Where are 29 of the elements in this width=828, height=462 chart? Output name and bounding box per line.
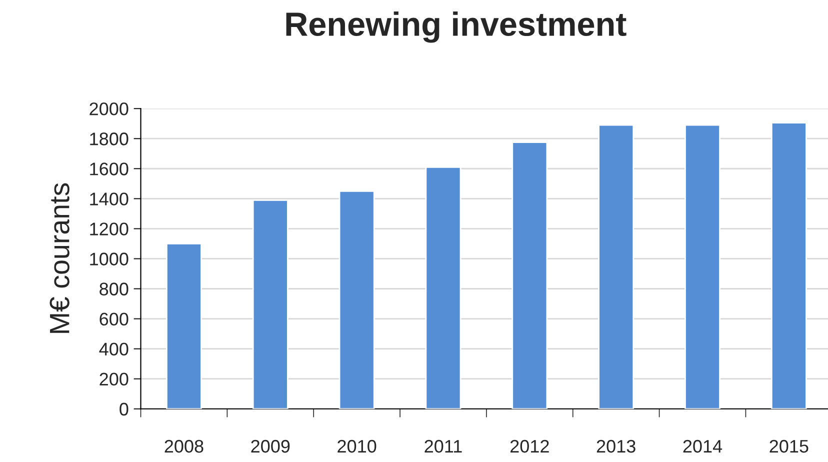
x-tick-label: 2014 <box>683 440 722 453</box>
y-tick-label: 1800 <box>90 132 128 146</box>
bar <box>252 199 288 409</box>
y-tick-label: 1000 <box>90 252 128 266</box>
y-tick-label: 400 <box>99 342 128 356</box>
bar <box>166 243 202 409</box>
bar <box>684 124 720 409</box>
bar <box>770 122 807 409</box>
chart-title: Renewing investment <box>286 12 626 43</box>
x-tick-label: 2015 <box>770 440 808 453</box>
y-tick-label: 1400 <box>90 192 128 206</box>
bar <box>338 190 375 409</box>
y-tick-label: 600 <box>100 312 128 326</box>
x-tick-label: 2012 <box>510 440 549 453</box>
y-axis-title: M€ courants <box>50 183 70 333</box>
y-tick-label: 2000 <box>90 102 128 116</box>
x-tick-label: 2011 <box>424 440 462 453</box>
bar <box>598 124 634 409</box>
x-tick-label: 2010 <box>338 440 376 453</box>
x-tick-label: 2009 <box>251 440 290 453</box>
bar <box>425 166 462 409</box>
x-tick-label: 2008 <box>164 440 204 453</box>
y-tick-label: 0 <box>120 402 128 416</box>
bar <box>512 142 548 409</box>
y-tick-label: 200 <box>100 372 128 386</box>
x-tick-label: 2013 <box>596 440 636 453</box>
y-tick-label: 1600 <box>90 162 128 176</box>
y-tick-label: 1200 <box>90 222 128 236</box>
y-tick-label: 800 <box>100 282 128 296</box>
